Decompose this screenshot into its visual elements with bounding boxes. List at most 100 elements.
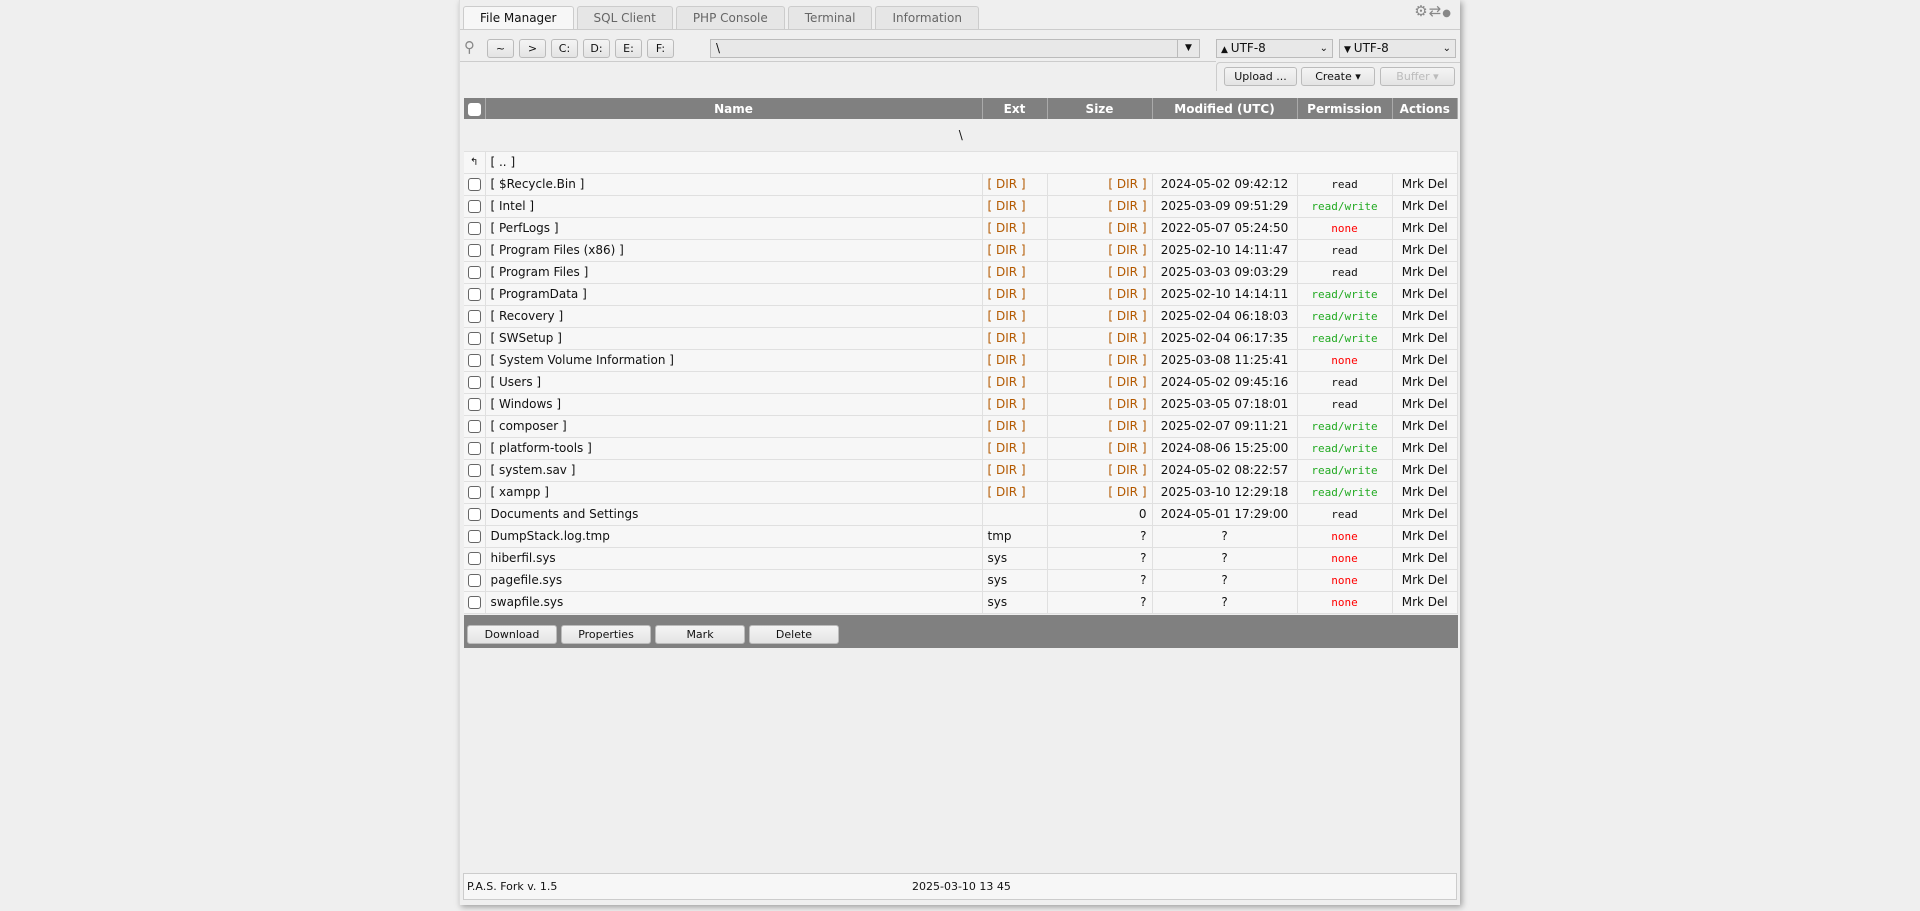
delete-link[interactable]: Del — [1427, 353, 1448, 367]
col-modified[interactable]: Modified (UTC) — [1152, 98, 1298, 119]
row-select[interactable] — [464, 525, 486, 548]
table-row[interactable]: [ PerfLogs ][ DIR ][ DIR ] 2022-05-07 05:… — [464, 217, 1458, 240]
drive-c-button[interactable]: C: — [551, 39, 578, 58]
row-select[interactable] — [464, 327, 486, 350]
row-checkbox[interactable] — [467, 244, 481, 257]
gear-icon[interactable]: ⚙ — [1414, 2, 1429, 20]
row-checkbox[interactable] — [467, 376, 481, 389]
file-name-link[interactable]: [ Program Files ] — [485, 261, 983, 284]
col-permission[interactable]: Permission — [1297, 98, 1393, 119]
row-checkbox[interactable] — [467, 596, 481, 609]
row-checkbox[interactable] — [467, 178, 481, 191]
delete-link[interactable]: Del — [1427, 243, 1448, 257]
row-select[interactable] — [464, 481, 486, 504]
delete-link[interactable]: Del — [1427, 507, 1448, 521]
delete-link[interactable]: Del — [1427, 397, 1448, 411]
file-name-link[interactable]: [ Windows ] — [485, 393, 983, 416]
file-permission[interactable]: read/write — [1297, 305, 1393, 328]
row-checkbox[interactable] — [467, 442, 481, 455]
table-row[interactable]: Documents and Settings 0 2024-05-01 17:29:… — [464, 503, 1458, 526]
delete-link[interactable]: Del — [1427, 573, 1448, 587]
table-row[interactable]: [ ProgramData ][ DIR ][ DIR ] 2025-02-10 … — [464, 283, 1458, 306]
mark-link[interactable]: Mrk — [1401, 441, 1424, 455]
table-row[interactable]: [ platform-tools ][ DIR ][ DIR ] 2024-08-… — [464, 437, 1458, 460]
row-checkbox[interactable] — [467, 332, 481, 345]
tab-file-manager[interactable]: File Manager — [463, 6, 574, 30]
file-permission[interactable]: read/write — [1297, 415, 1393, 438]
select-all[interactable] — [464, 98, 486, 119]
delete-link[interactable]: Del — [1427, 595, 1448, 609]
row-select[interactable] — [464, 349, 486, 372]
mark-link[interactable]: Mrk — [1401, 485, 1424, 499]
file-name-link[interactable]: [ Intel ] — [485, 195, 983, 218]
file-name-link[interactable]: [ system.sav ] — [485, 459, 983, 482]
table-row[interactable]: [ xampp ][ DIR ][ DIR ] 2025-03-10 12:29:… — [464, 481, 1458, 504]
mark-link[interactable]: Mrk — [1401, 397, 1424, 411]
delete-button[interactable]: Delete — [749, 625, 839, 644]
row-select[interactable] — [464, 591, 486, 614]
row-select[interactable] — [464, 261, 486, 284]
file-permission[interactable]: read/write — [1297, 437, 1393, 460]
file-name-link[interactable]: [ ProgramData ] — [485, 283, 983, 306]
delete-link[interactable]: Del — [1427, 265, 1448, 279]
file-name-link[interactable]: pagefile.sys — [485, 569, 983, 592]
row-select[interactable] — [464, 371, 486, 394]
parent-row[interactable]: ↰ [ .. ] — [464, 151, 1458, 174]
row-checkbox[interactable] — [467, 200, 481, 213]
mark-link[interactable]: Mrk — [1401, 243, 1424, 257]
mark-link[interactable]: Mrk — [1401, 595, 1424, 609]
delete-link[interactable]: Del — [1427, 199, 1448, 213]
row-checkbox[interactable] — [467, 552, 481, 565]
file-permission[interactable]: none — [1297, 217, 1393, 240]
mark-link[interactable]: Mrk — [1401, 529, 1424, 543]
delete-link[interactable]: Del — [1427, 551, 1448, 565]
drive-f-button[interactable]: F: — [647, 39, 674, 58]
file-permission[interactable]: read — [1297, 503, 1393, 526]
file-permission[interactable]: none — [1297, 569, 1393, 592]
mark-link[interactable]: Mrk — [1401, 221, 1424, 235]
delete-link[interactable]: Del — [1427, 221, 1448, 235]
file-name-link[interactable]: [ Program Files (x86) ] — [485, 239, 983, 262]
file-permission[interactable]: read — [1297, 239, 1393, 262]
file-permission[interactable]: read — [1297, 371, 1393, 394]
file-permission[interactable]: none — [1297, 591, 1393, 614]
file-permission[interactable]: read/write — [1297, 459, 1393, 482]
row-checkbox[interactable] — [467, 288, 481, 301]
row-select[interactable] — [464, 217, 486, 240]
delete-link[interactable]: Del — [1427, 375, 1448, 389]
table-row[interactable]: [ System Volume Information ][ DIR ][ DI… — [464, 349, 1458, 372]
file-permission[interactable]: read/write — [1297, 481, 1393, 504]
file-permission[interactable]: read/write — [1297, 195, 1393, 218]
go-button[interactable]: > — [519, 39, 546, 58]
row-checkbox[interactable] — [467, 574, 481, 587]
mark-link[interactable]: Mrk — [1401, 177, 1424, 191]
table-row[interactable]: [ Recovery ][ DIR ][ DIR ] 2025-02-04 06:… — [464, 305, 1458, 328]
delete-link[interactable]: Del — [1427, 177, 1448, 191]
tab-terminal[interactable]: Terminal — [787, 6, 873, 29]
table-row[interactable]: [ system.sav ][ DIR ][ DIR ] 2024-05-02 0… — [464, 459, 1458, 482]
file-name-link[interactable]: DumpStack.log.tmp — [485, 525, 983, 548]
file-name-link[interactable]: hiberfil.sys — [485, 547, 983, 570]
file-permission[interactable]: read/write — [1297, 327, 1393, 350]
row-checkbox[interactable] — [467, 266, 481, 279]
row-select[interactable] — [464, 239, 486, 262]
file-permission[interactable]: read — [1297, 393, 1393, 416]
row-select[interactable] — [464, 283, 486, 306]
delete-link[interactable]: Del — [1427, 309, 1448, 323]
mark-link[interactable]: Mrk — [1401, 573, 1424, 587]
encoding-down-select[interactable]: ▼ UTF-8 ⌄ — [1339, 39, 1456, 58]
mark-link[interactable]: Mrk — [1401, 419, 1424, 433]
row-checkbox[interactable] — [467, 530, 481, 543]
file-name-link[interactable]: swapfile.sys — [485, 591, 983, 614]
drive-d-button[interactable]: D: — [583, 39, 610, 58]
table-row[interactable]: [ $Recycle.Bin ][ DIR ][ DIR ] 2024-05-02… — [464, 173, 1458, 196]
delete-link[interactable]: Del — [1427, 419, 1448, 433]
select-all-checkbox[interactable] — [467, 102, 481, 116]
drive-e-button[interactable]: E: — [615, 39, 642, 58]
table-row[interactable]: [ Program Files (x86) ][ DIR ][ DIR ] 202… — [464, 239, 1458, 262]
download-button[interactable]: Download — [467, 625, 557, 644]
row-select[interactable] — [464, 547, 486, 570]
table-row[interactable]: DumpStack.log.tmp tmp?? none Mrk Del — [464, 525, 1458, 548]
row-select[interactable] — [464, 569, 486, 592]
file-name-link[interactable]: [ composer ] — [485, 415, 983, 438]
